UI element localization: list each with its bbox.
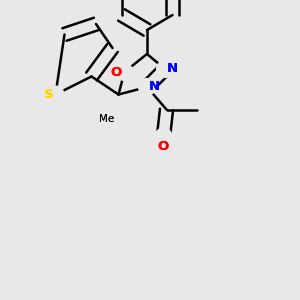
Circle shape xyxy=(47,86,64,103)
Text: O: O xyxy=(158,140,169,152)
Text: Me: Me xyxy=(99,113,114,124)
Text: N: N xyxy=(167,62,178,76)
Text: S: S xyxy=(44,88,54,101)
Text: N: N xyxy=(167,62,178,76)
Circle shape xyxy=(157,61,173,77)
Text: O: O xyxy=(111,65,122,79)
Text: O: O xyxy=(111,65,122,79)
Circle shape xyxy=(99,111,114,126)
Circle shape xyxy=(139,79,155,95)
Circle shape xyxy=(155,128,172,145)
Circle shape xyxy=(116,64,133,80)
Text: N: N xyxy=(148,80,160,94)
Text: Me: Me xyxy=(99,113,114,124)
Text: O: O xyxy=(158,140,169,152)
Text: N: N xyxy=(148,80,160,94)
Text: S: S xyxy=(44,88,54,101)
